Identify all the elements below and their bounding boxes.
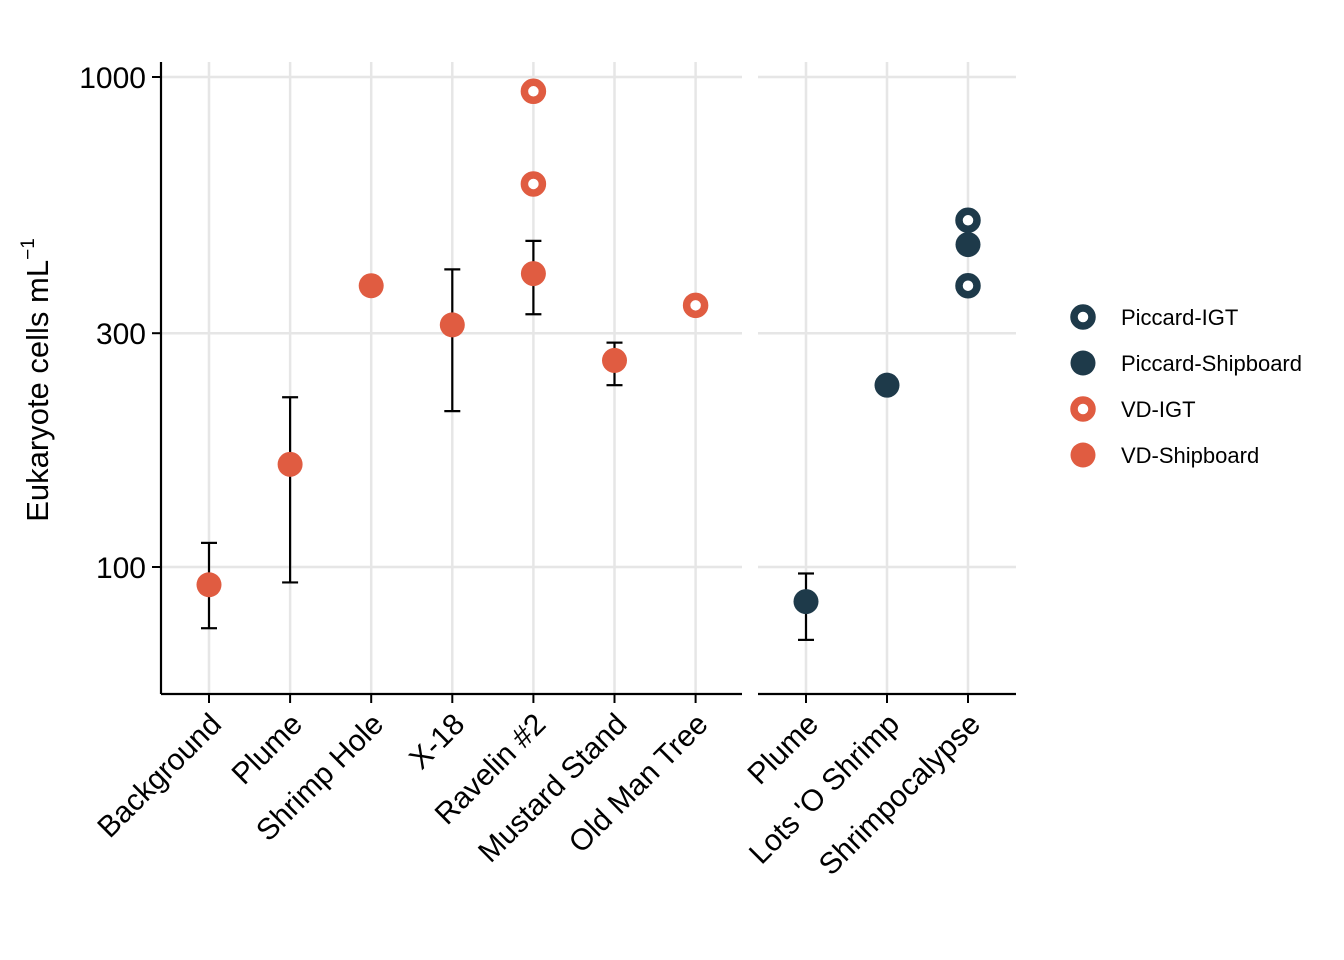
point-von-damm-x-18-vd-shipboard-3 [439,312,465,338]
point-piccard-shrimpocalypse-piccard-igt-4 [955,272,981,299]
legend-key-vd-shipboard [1070,442,1096,468]
error-bar-von-damm-plume [282,396,299,584]
legend-item-piccard-shipboard: Piccard-Shipboard [1070,350,1302,376]
y-axis-title-text: Eukaryote cells mL [20,260,55,522]
point-von-damm-mustard-stand-vd-shipboard-7 [602,347,627,373]
legend-key-piccard-igt [1070,304,1096,330]
x-tick-label-old-man-tree: Old Man Tree [563,708,715,860]
data-points [196,78,981,615]
y-axis-title: Eukaryote cells mL−1 [18,238,55,522]
point-piccard-lots-o-shrimp-piccard-shipboard-1 [874,372,900,398]
legend-item-vd-shipboard: VD-Shipboard [1070,442,1259,468]
x-tick-label-background: Background [91,708,228,845]
error-bar-von-damm-x-18 [444,268,461,413]
y-tick-label-300: 300 [96,318,146,351]
point-piccard-shrimpocalypse-piccard-shipboard-3 [955,232,981,258]
legend-label-vd-igt: VD-IGT [1121,397,1196,422]
legend-item-piccard-igt: Piccard-IGT [1070,304,1238,330]
legend: Piccard-IGT Piccard-Shipboard VD-IGT VD-Shi… [1070,304,1302,468]
x-tick-label-x-18: X-18 [403,708,471,776]
point-von-damm-shrimp-hole-vd-shipboard-2 [358,273,384,299]
y-tick-labels: 100 300 1000 [79,62,146,585]
y-tick-label-100: 100 [96,552,146,585]
legend-key-vd-igt [1070,396,1096,422]
point-von-damm-plume-vd-shipboard-1 [277,451,303,477]
error-bars [201,239,814,641]
legend-label-vd-shipboard: VD-Shipboard [1121,443,1259,468]
legend-item-vd-igt: VD-IGT [1070,396,1196,422]
point-piccard-shrimpocalypse-piccard-igt-2 [955,207,981,234]
legend-label-piccard-shipboard: Piccard-Shipboard [1121,351,1302,376]
point-von-damm-background-vd-shipboard-0 [196,572,222,598]
point-von-damm-old-man-tree-vd-igt-8 [682,292,709,319]
y-axis-title-superscript: −1 [18,238,39,260]
legend-label-piccard-igt: Piccard-IGT [1121,305,1238,330]
y-tick-label-1000: 1000 [79,62,146,95]
point-von-damm-ravelin-2-vd-igt-6 [520,171,547,197]
point-von-damm-ravelin-2-vd-igt-5 [520,78,547,105]
axes-layer [152,62,1016,703]
point-piccard-plume-piccard-shipboard-0 [793,589,819,615]
legend-key-piccard-shipboard [1070,350,1096,376]
point-von-damm-ravelin-2-vd-shipboard-4 [520,261,546,287]
